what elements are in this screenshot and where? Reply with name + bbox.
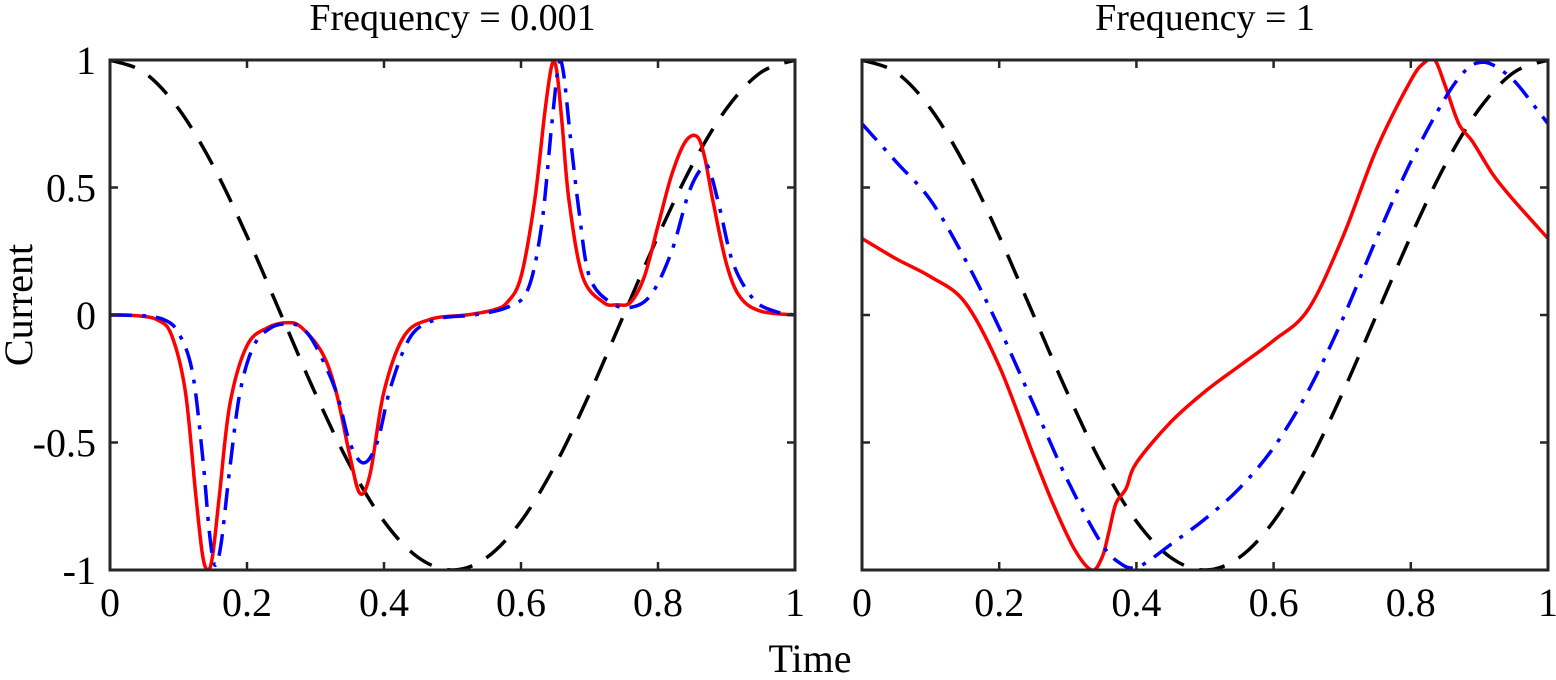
panels: Frequency = 0.001 0 0.2 0.4 0.6 0.8 1 1 0.5 0 -0.5… xyxy=(33,0,1556,625)
x-tick-label: 1 xyxy=(785,580,805,625)
plot-frame xyxy=(860,58,1550,572)
y-tick-label: -0.5 xyxy=(33,421,96,466)
panel-title: Frequency = 1 xyxy=(1095,0,1315,39)
x-axis-label: Time xyxy=(768,636,851,680)
y-axis-label: Current xyxy=(0,244,41,366)
chart-panel-2: Frequency = 1 0 0.2 0.4 0.6 0.8 1 xyxy=(852,0,1556,625)
x-tick-label: 0.6 xyxy=(1249,580,1299,625)
x-tick-label: 0.8 xyxy=(1386,580,1436,625)
y-tick-label: 0 xyxy=(76,293,96,338)
y-tick-label: -1 xyxy=(63,548,96,593)
chart-panel-1: Frequency = 0.001 0 0.2 0.4 0.6 0.8 1 1 0.5 0 -0.5… xyxy=(33,0,805,625)
x-tick-label: 0.2 xyxy=(222,580,272,625)
y-tick-label: 0.5 xyxy=(46,166,96,211)
x-tick-label: 0 xyxy=(852,580,872,625)
series-line-dashed xyxy=(110,60,795,570)
series-line-dashdot xyxy=(110,60,795,568)
series-line-solid xyxy=(862,60,1548,570)
series-line-dashed xyxy=(862,60,1548,570)
x-tick-label: 0.2 xyxy=(974,580,1024,625)
series-line-dashdot xyxy=(862,60,1548,570)
x-tick-label: 0.4 xyxy=(1111,580,1161,625)
x-tick-label: 0.6 xyxy=(496,580,546,625)
x-tick-label: 0.8 xyxy=(633,580,683,625)
x-tick-label: 0.4 xyxy=(359,580,409,625)
y-tick-label: 1 xyxy=(76,38,96,83)
x-tick-label: 1 xyxy=(1538,580,1556,625)
panel-title: Frequency = 0.001 xyxy=(309,0,595,39)
x-tick-label: 0 xyxy=(100,580,120,625)
